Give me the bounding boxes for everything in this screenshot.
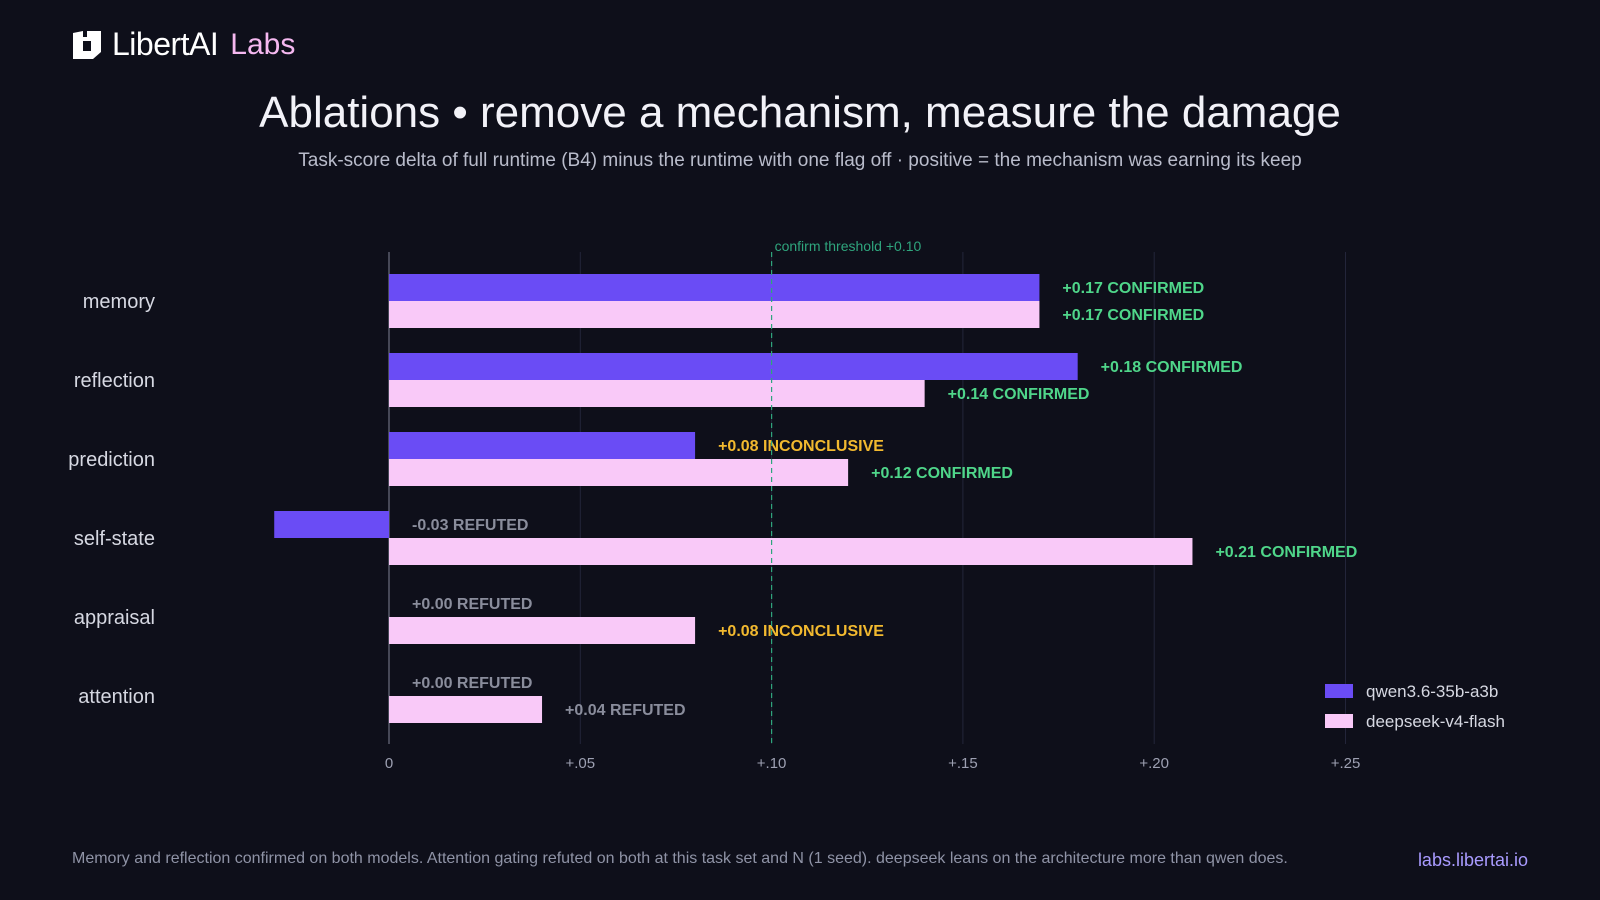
category-label: appraisal — [74, 607, 155, 629]
x-tick-label: +.20 — [1139, 755, 1169, 772]
bar-deepseek — [389, 459, 849, 486]
legend-swatch — [1325, 684, 1353, 698]
x-tick-label: +.15 — [948, 755, 978, 772]
page-subtitle: Task-score delta of full runtime (B4) mi… — [298, 150, 1302, 171]
bar-deepseek — [389, 696, 543, 723]
bar-deepseek — [389, 380, 925, 407]
data-label: +0.17 CONFIRMED — [1062, 280, 1204, 297]
data-label: +0.17 CONFIRMED — [1062, 307, 1204, 324]
data-label: +0.12 CONFIRMED — [871, 465, 1013, 482]
legend-label: qwen3.6-35b-a3b — [1366, 682, 1498, 701]
bar-qwen — [389, 274, 1040, 301]
page-title: Ablations • remove a mechanism, measure … — [259, 88, 1341, 137]
data-label: -0.03 REFUTED — [412, 517, 528, 534]
x-tick-label: +.10 — [757, 755, 787, 772]
bar-qwen — [389, 353, 1078, 380]
bar-deepseek — [389, 617, 696, 644]
legend-swatch — [1325, 714, 1353, 728]
data-label: +0.18 CONFIRMED — [1101, 359, 1243, 376]
x-tick-label: +.25 — [1331, 755, 1361, 772]
category-label: prediction — [68, 449, 155, 471]
bar-deepseek — [389, 301, 1040, 328]
data-label: +0.00 REFUTED — [412, 675, 532, 692]
legend-label: deepseek-v4-flash — [1366, 712, 1505, 731]
x-tick-label: 0 — [385, 755, 393, 772]
data-label: +0.00 REFUTED — [412, 596, 532, 613]
category-label: self-state — [74, 528, 155, 550]
footer-link[interactable]: labs.libertai.io — [1417, 850, 1528, 870]
data-label: +0.08 INCONCLUSIVE — [718, 438, 884, 455]
footer-note: Memory and reflection confirmed on both … — [72, 850, 1288, 867]
bar-qwen — [274, 511, 389, 538]
threshold-label: confirm threshold +0.10 — [775, 238, 922, 254]
category-label: reflection — [74, 370, 155, 392]
libertai-logo-icon — [73, 30, 101, 59]
bar-qwen — [389, 432, 696, 459]
bar-deepseek — [389, 538, 1193, 565]
category-label: memory — [83, 291, 155, 313]
brand: LibertAI Labs — [72, 26, 295, 63]
data-label: +0.21 CONFIRMED — [1215, 544, 1357, 561]
data-label: +0.04 REFUTED — [565, 702, 685, 719]
x-tick-label: +.05 — [565, 755, 595, 772]
category-label: attention — [78, 686, 155, 708]
data-label: +0.08 INCONCLUSIVE — [718, 623, 884, 640]
data-label: +0.14 CONFIRMED — [948, 386, 1090, 403]
brand-suffix: Labs — [230, 27, 296, 61]
brand-name: LibertAI — [112, 26, 219, 62]
